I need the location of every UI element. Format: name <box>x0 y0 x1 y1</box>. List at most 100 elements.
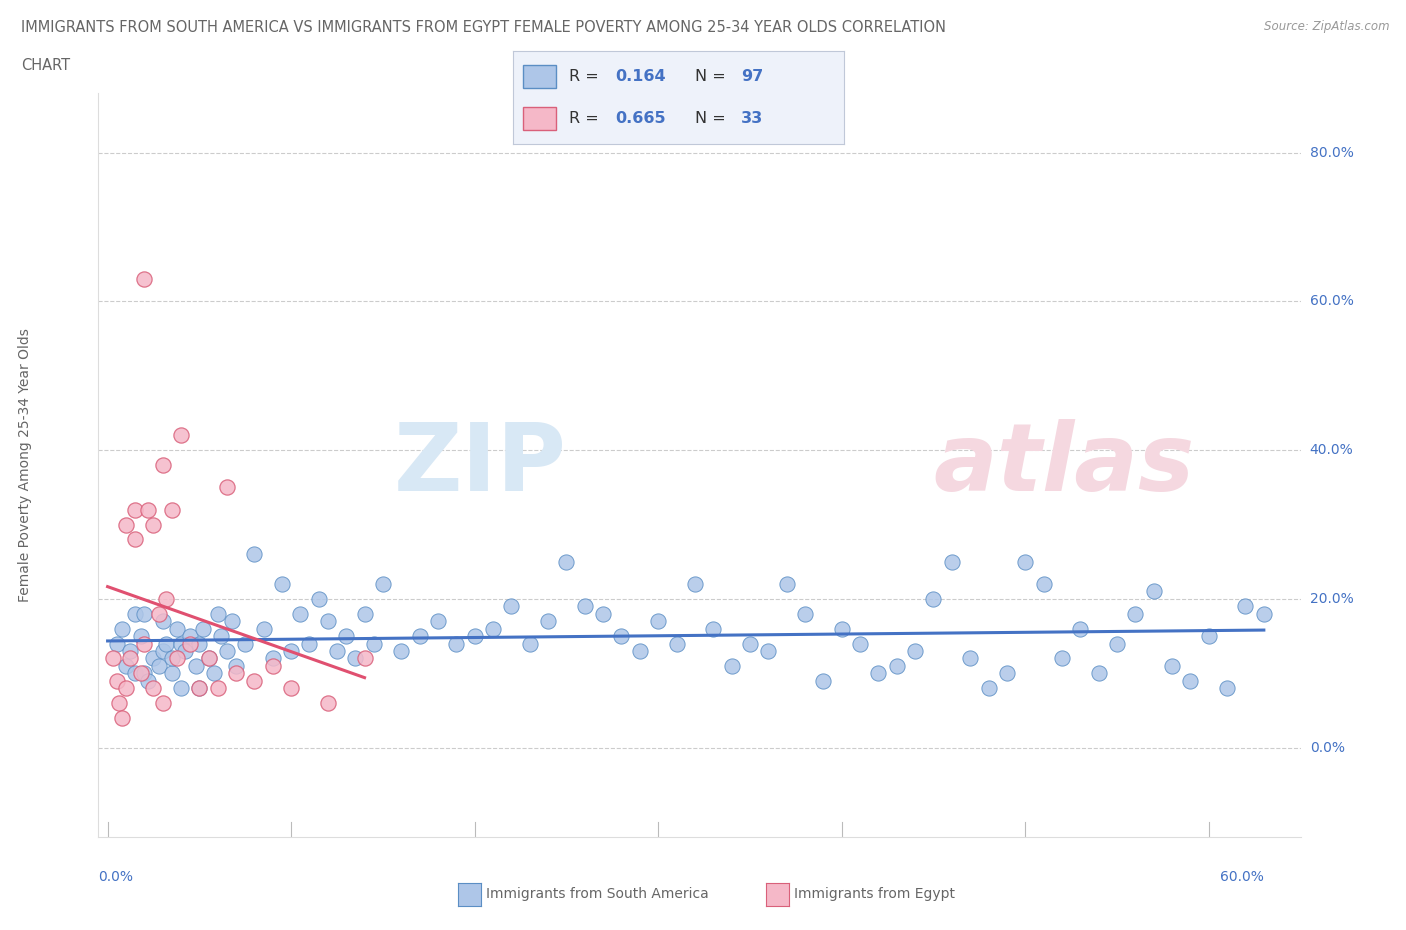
Point <box>683 577 706 591</box>
Point <box>188 681 211 696</box>
Point <box>316 614 339 629</box>
Point <box>1198 629 1220 644</box>
Point <box>107 696 129 711</box>
Point <box>136 673 159 688</box>
Point <box>148 606 170 621</box>
Point <box>1032 577 1054 591</box>
Point <box>129 666 152 681</box>
Point <box>389 644 412 658</box>
Point <box>1253 606 1275 621</box>
Point <box>115 517 138 532</box>
Point <box>482 621 505 636</box>
Point <box>160 651 183 666</box>
Point <box>647 614 669 629</box>
Point <box>155 591 177 606</box>
Point <box>1069 621 1091 636</box>
Point <box>170 636 193 651</box>
Point <box>326 644 349 658</box>
Point <box>118 651 141 666</box>
Point <box>1216 681 1239 696</box>
Text: Source: ZipAtlas.com: Source: ZipAtlas.com <box>1264 20 1389 33</box>
Point <box>280 644 302 658</box>
Point <box>1014 554 1036 569</box>
Point <box>290 606 312 621</box>
Text: 97: 97 <box>741 69 763 85</box>
Point <box>170 681 193 696</box>
Point <box>776 577 799 591</box>
Point <box>610 629 633 644</box>
Point <box>738 636 761 651</box>
Point <box>298 636 321 651</box>
Point <box>262 651 284 666</box>
Point <box>922 591 945 606</box>
Point <box>170 428 193 443</box>
Point <box>519 636 541 651</box>
Text: R =: R = <box>569 111 605 126</box>
Point <box>166 621 188 636</box>
Point <box>574 599 596 614</box>
Text: IMMIGRANTS FROM SOUTH AMERICA VS IMMIGRANTS FROM EGYPT FEMALE POVERTY AMONG 25-3: IMMIGRANTS FROM SOUTH AMERICA VS IMMIGRA… <box>21 20 946 35</box>
Bar <box>523 107 557 130</box>
Point <box>537 614 560 629</box>
Point <box>124 666 146 681</box>
Point <box>101 651 124 666</box>
Point <box>134 606 156 621</box>
Point <box>111 711 134 725</box>
Point <box>115 658 138 673</box>
Point <box>160 666 183 681</box>
Point <box>142 651 165 666</box>
Text: 40.0%: 40.0% <box>1310 443 1354 458</box>
Point <box>941 554 963 569</box>
Point <box>1180 673 1202 688</box>
Point <box>129 629 152 644</box>
Point <box>959 651 981 666</box>
Point <box>243 673 266 688</box>
Text: atlas: atlas <box>934 419 1195 511</box>
Point <box>794 606 817 621</box>
Point <box>665 636 688 651</box>
Point <box>813 673 835 688</box>
Point <box>148 658 170 673</box>
Point <box>215 480 238 495</box>
Point <box>262 658 284 673</box>
Text: 20.0%: 20.0% <box>1310 591 1354 606</box>
Text: CHART: CHART <box>21 58 70 73</box>
Point <box>215 644 238 658</box>
Point <box>184 658 207 673</box>
Point <box>1125 606 1147 621</box>
Point <box>188 636 211 651</box>
Text: Female Poverty Among 25-34 Year Olds: Female Poverty Among 25-34 Year Olds <box>18 328 32 602</box>
Point <box>720 658 742 673</box>
Point <box>115 681 138 696</box>
Text: ZIP: ZIP <box>394 419 567 511</box>
Point <box>1050 651 1073 666</box>
Point <box>464 629 486 644</box>
Point <box>142 517 165 532</box>
Point <box>426 614 449 629</box>
Point <box>243 547 266 562</box>
Point <box>207 606 229 621</box>
Point <box>628 644 651 658</box>
Point <box>197 651 219 666</box>
Point <box>134 666 156 681</box>
Text: N =: N = <box>695 111 731 126</box>
Text: Immigrants from Egypt: Immigrants from Egypt <box>794 887 956 901</box>
Point <box>209 629 232 644</box>
Point <box>1161 658 1184 673</box>
Point <box>1105 636 1128 651</box>
Point <box>408 629 430 644</box>
Point <box>1143 584 1166 599</box>
Point <box>371 577 394 591</box>
Point <box>233 636 256 651</box>
Bar <box>523 65 557 88</box>
Point <box>756 644 779 658</box>
Point <box>831 621 853 636</box>
Point <box>280 681 302 696</box>
Text: N =: N = <box>695 69 731 85</box>
Point <box>221 614 243 629</box>
Point <box>152 614 174 629</box>
Text: 80.0%: 80.0% <box>1310 145 1354 160</box>
Text: Immigrants from South America: Immigrants from South America <box>486 887 709 901</box>
Point <box>179 629 201 644</box>
Point <box>849 636 872 651</box>
